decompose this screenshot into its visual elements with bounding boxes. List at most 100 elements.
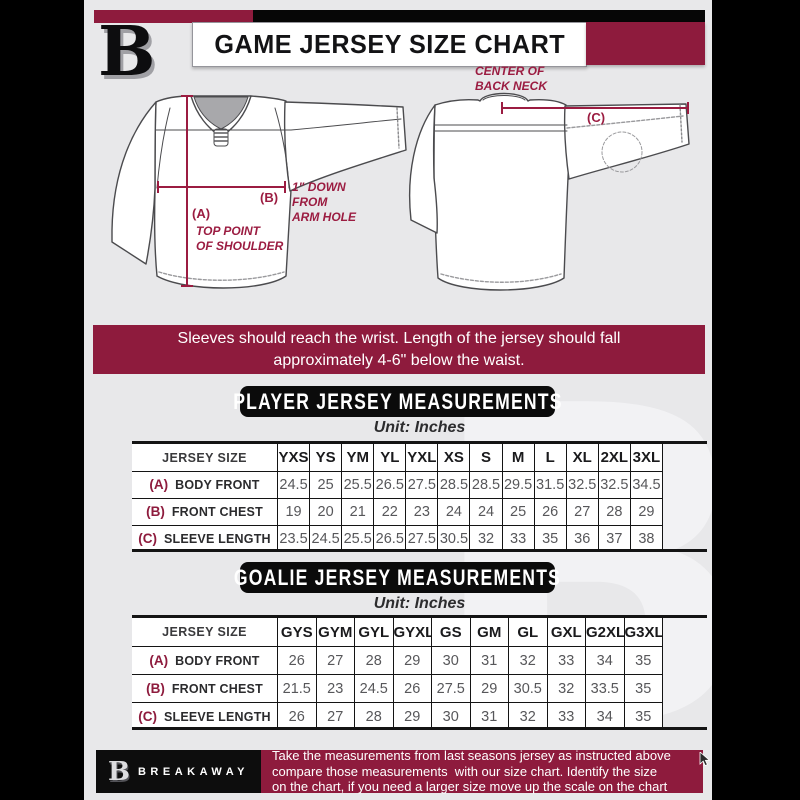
measurement-value-cell: 30.5 (508, 674, 548, 703)
measurement-value-cell: 23 (315, 674, 355, 703)
measurement-value-cell: 29 (629, 498, 664, 526)
size-column-header: XS (437, 444, 471, 472)
player-section-header: PLAYER JERSEY MEASUREMENTS (233, 386, 561, 417)
measurement-value-cell: 25 (309, 471, 343, 499)
measurement-value-cell: 28 (597, 498, 631, 526)
measurement-value-cell: 23 (405, 498, 439, 526)
label-b-description: 1" DOWN FROM ARM HOLE (292, 180, 356, 224)
breakaway-footer-logo-icon: B (108, 756, 130, 787)
measurement-value-cell: 28.5 (469, 471, 503, 499)
footer-instructions: Take the measurements from last seasons … (272, 748, 671, 795)
measurement-value-cell: 33.5 (585, 674, 625, 703)
player-unit-label: Unit: Inches (373, 419, 466, 436)
measurement-value-cell: 38 (629, 525, 664, 552)
size-column-header: G2XL (585, 618, 625, 647)
measurement-value-cell: 35 (623, 702, 663, 730)
measurement-value-cell: 27.5 (405, 471, 439, 499)
footer-brand-name: BREAKAWAY (137, 765, 249, 778)
measurement-value-cell: 24.5 (309, 525, 343, 552)
header-accent-bar (94, 10, 705, 23)
jersey-diagrams (111, 92, 690, 291)
measurement-value-cell: 28.5 (437, 471, 471, 499)
size-column-header: YXS (276, 444, 311, 472)
measurement-row-label: (A) BODY FRONT (132, 471, 278, 499)
size-column-header: GYM (315, 618, 355, 647)
label-b: (B) (260, 190, 279, 205)
measurement-value-cell: 24.5 (354, 674, 394, 703)
measurement-value-cell: 21 (341, 498, 375, 526)
size-column-header: GXL (546, 618, 586, 647)
measurement-value-cell: 28 (354, 646, 394, 675)
measure-line-a (181, 95, 193, 287)
measurement-value-cell: 24.5 (276, 471, 311, 499)
size-column-header: XL (565, 444, 599, 472)
cursor-icon (699, 752, 711, 767)
measure-line-b (157, 181, 286, 193)
measurement-value-cell: 32 (546, 674, 586, 703)
size-table: JERSEY SIZE YXS YS YM YL YXL XS S M L XL 2XL 3XL (A) B… (132, 444, 664, 552)
size-column-header: GL (508, 618, 548, 647)
measurement-value-cell: 27 (315, 702, 355, 730)
size-column-header: YL (373, 444, 407, 472)
goalie-table-top-rule (132, 615, 707, 618)
measurement-value-cell: 31 (469, 646, 509, 675)
label-c: (C) (587, 110, 606, 125)
header-accent-maroon (94, 10, 253, 23)
measurement-value-cell: 23.5 (276, 525, 311, 552)
header-accent-black (253, 10, 705, 23)
goalie-section-title: GOALIE JERSEY MEASUREMENTS (233, 564, 562, 590)
measurement-value-cell: 33 (546, 646, 586, 675)
measurement-value-cell: 36 (565, 525, 599, 552)
measurement-value-cell: 25.5 (341, 525, 375, 552)
front-jersey-left-sleeve (111, 101, 157, 265)
measurement-value-cell: 24 (437, 498, 471, 526)
measurement-value-cell: 21.5 (277, 674, 317, 703)
measurement-value-cell: 26 (392, 674, 432, 703)
measurement-row-label: (C) SLEEVE LENGTH (132, 525, 278, 552)
measurement-value-cell: 30 (431, 702, 471, 730)
measurement-value-cell: 32.5 (597, 471, 631, 499)
size-column-header: M (501, 444, 535, 472)
measurement-value-cell: 31.5 (533, 471, 567, 499)
measurement-value-cell: 35 (533, 525, 567, 552)
size-column-header: 3XL (629, 444, 664, 472)
measurement-value-cell: 26 (277, 702, 317, 730)
measurement-value-cell: 28 (354, 702, 394, 730)
measurement-row-label: (A) BODY FRONT (132, 646, 278, 675)
measurement-value-cell: 34.5 (629, 471, 664, 499)
measurement-value-cell: 26.5 (373, 471, 407, 499)
jersey-size-header: JERSEY SIZE (132, 618, 278, 647)
label-c-description: CENTER OF BACK NECK (475, 64, 547, 93)
measurement-value-cell: 25 (501, 498, 535, 526)
page-title-text: GAME JERSEY SIZE CHART (214, 29, 565, 59)
page-title: GAME JERSEY SIZE CHART (192, 22, 587, 67)
measurement-value-cell: 30 (431, 646, 471, 675)
front-jersey-right-sleeve (283, 101, 407, 192)
measurement-value-cell: 29 (392, 646, 432, 675)
measurement-value-cell: 33 (546, 702, 586, 730)
back-jersey-body (433, 92, 570, 291)
measurement-value-cell: 32.5 (565, 471, 599, 499)
measurement-value-cell: 32 (508, 646, 548, 675)
player-table-top-rule (132, 441, 707, 444)
measurement-value-cell: 35 (623, 646, 663, 675)
size-column-header: YXL (405, 444, 439, 472)
measurement-value-cell: 30.5 (437, 525, 471, 552)
size-column-header: GYS (277, 618, 317, 647)
measurement-value-cell: 29 (469, 674, 509, 703)
measurement-value-cell: 37 (597, 525, 631, 552)
back-jersey-right-sleeve (563, 103, 690, 180)
size-column-header: GM (469, 618, 509, 647)
player-table-bottom-rule (132, 549, 707, 552)
measurement-value-cell: 29 (392, 702, 432, 730)
measurement-value-cell: 26 (277, 646, 317, 675)
measurement-row-label: (B) FRONT CHEST (132, 498, 278, 526)
fit-notice-banner: Sleeves should reach the wrist. Length o… (93, 325, 705, 374)
player-section-title: PLAYER JERSEY MEASUREMENTS (232, 388, 563, 414)
size-table: JERSEY SIZE GYS GYM GYL GYXL GS GM GL GXL G2XL G3X… (132, 618, 663, 730)
measurement-value-cell: 35 (623, 674, 663, 703)
size-column-header: YM (341, 444, 375, 472)
measurement-row-label: (B) FRONT CHEST (132, 674, 278, 703)
measurement-value-cell: 19 (276, 498, 311, 526)
size-column-header: L (533, 444, 567, 472)
